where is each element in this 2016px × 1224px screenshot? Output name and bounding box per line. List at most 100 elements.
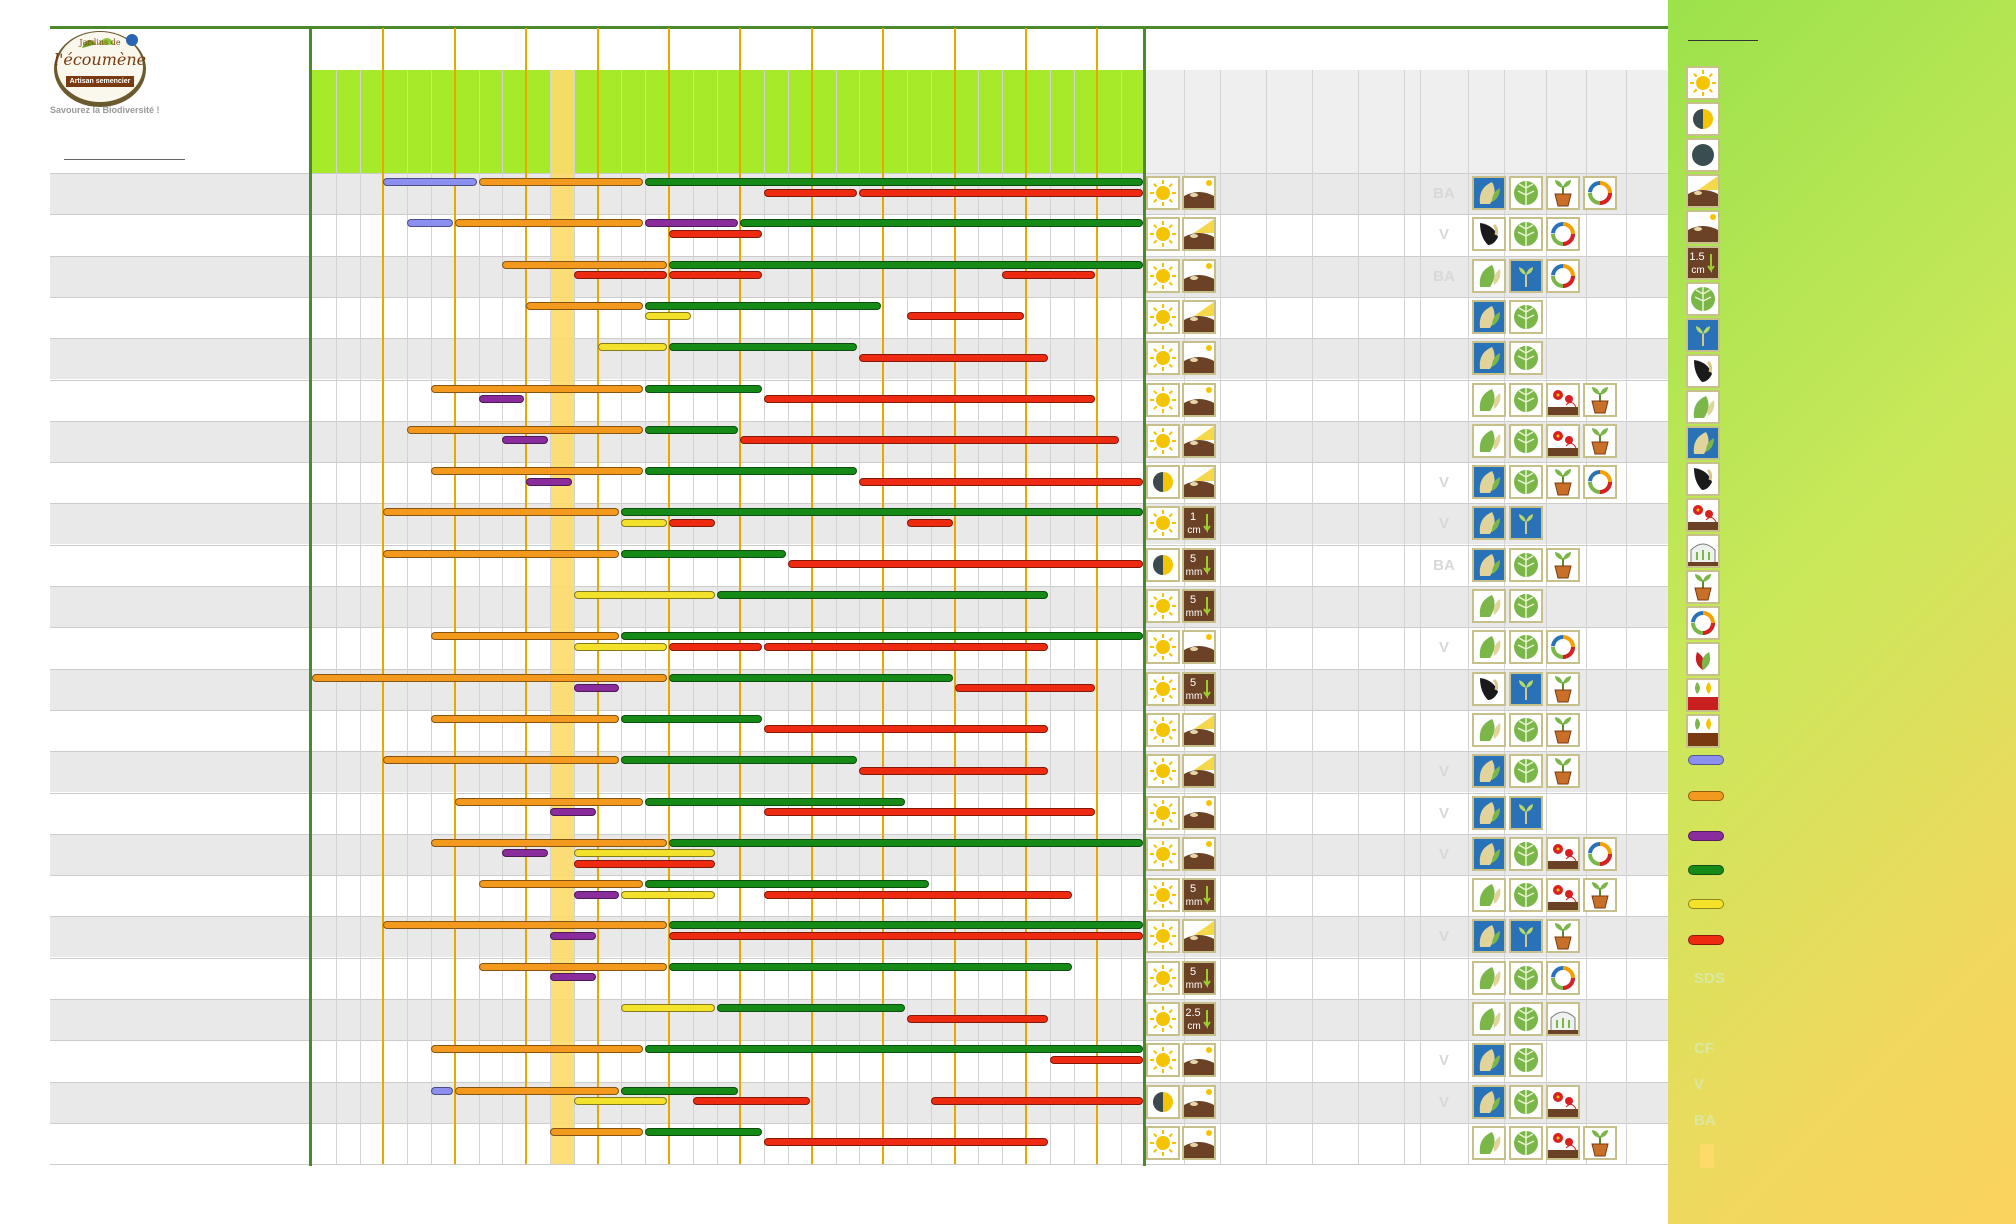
period-bar-purple	[478, 395, 525, 403]
soil-icon	[1686, 210, 1720, 244]
table-row	[50, 751, 1668, 793]
seed-green-icon	[1686, 390, 1720, 424]
sun-soil-icon	[1182, 423, 1216, 458]
row-divider	[50, 503, 1668, 505]
period-bar-red	[764, 642, 1048, 651]
month-line	[525, 28, 528, 1165]
leaf-icon	[1509, 836, 1543, 871]
seed-green-icon	[1472, 589, 1506, 623]
attr-column-line	[1220, 70, 1221, 1165]
seed-blue-icon	[1472, 465, 1506, 500]
sun-icon	[1146, 589, 1180, 623]
sun-soil-icon	[1182, 465, 1216, 500]
leaf-icon	[1686, 282, 1720, 316]
legend-swatch-green	[1688, 865, 1724, 875]
type-badge: V	[1438, 763, 1449, 781]
sun-icon	[1146, 919, 1180, 954]
period-bar-red	[669, 642, 763, 651]
depth-icon: 5 mm	[1182, 589, 1216, 623]
row-divider	[50, 1081, 1668, 1083]
grid-line	[1049, 70, 1051, 1165]
svg-text:mm: mm	[1186, 980, 1203, 991]
month-line	[453, 28, 456, 1165]
sun-icon	[1146, 712, 1180, 747]
period-bar-orange	[431, 632, 620, 641]
logo-line-3: Artisan semencier	[66, 76, 134, 87]
type-badge: V	[1438, 474, 1449, 492]
period-bar-green	[669, 673, 953, 682]
period-bar-purple	[502, 849, 548, 858]
period-bar-purple	[550, 973, 596, 982]
type-badge: V	[1438, 845, 1449, 863]
flower-icon	[1686, 498, 1720, 532]
soil-icon	[1182, 1125, 1216, 1160]
highlight-column	[551, 70, 575, 1165]
period-bar-orange	[454, 797, 644, 806]
type-badge: V	[1438, 639, 1449, 657]
sun-icon	[1146, 836, 1180, 871]
period-bar-yellow	[573, 591, 715, 599]
cycle-icon	[1546, 630, 1580, 665]
leaf-icon	[1509, 547, 1543, 582]
header-grey-band	[1146, 70, 1668, 173]
leaf-icon	[1509, 341, 1543, 376]
grid-line	[930, 70, 932, 1165]
pot-icon	[1546, 919, 1580, 954]
period-bar-green	[669, 343, 858, 352]
leaf-icon	[1509, 712, 1543, 747]
depth-icon: 2.5 cm	[1182, 1002, 1216, 1036]
period-bar-red	[764, 1138, 1048, 1147]
half-shade-icon	[1686, 102, 1720, 136]
grid-line	[573, 70, 575, 1165]
seed-blue-icon	[1472, 299, 1506, 334]
sun-icon	[1146, 878, 1180, 913]
period-bar-red	[669, 229, 763, 238]
seed-green-icon	[1472, 960, 1506, 995]
period-bar-orange	[478, 178, 644, 186]
grid-line	[431, 70, 432, 1165]
period-bar-green	[645, 880, 929, 889]
period-bar-lavender	[431, 1086, 453, 1095]
seed-black-icon	[1686, 462, 1720, 496]
sun-icon	[1146, 258, 1180, 293]
logo-line-2: l'écoumène	[53, 50, 147, 69]
svg-text:mm: mm	[1186, 691, 1203, 702]
pot-icon	[1546, 671, 1580, 706]
leaf-icon	[1509, 1043, 1543, 1078]
period-bar-red	[669, 931, 1143, 940]
sun-icon	[1146, 341, 1180, 376]
sun-icon	[1146, 960, 1180, 995]
attr-column-line	[1404, 70, 1405, 1165]
sun-icon	[1146, 1125, 1180, 1160]
period-bar-red	[930, 1097, 1143, 1106]
period-bar-green	[645, 384, 763, 393]
sun-icon	[1146, 506, 1180, 541]
cycle-icon	[1546, 217, 1580, 252]
soil-icon	[1182, 258, 1216, 293]
period-bar-orange	[431, 838, 667, 847]
period-bar-purple	[645, 219, 739, 228]
svg-text:5: 5	[1190, 594, 1196, 606]
flower-icon	[1546, 1084, 1580, 1119]
row-divider	[50, 1122, 1668, 1124]
period-bar-red	[954, 684, 1096, 693]
sun-soil-icon	[1182, 754, 1216, 789]
legend-abbr: V	[1694, 1076, 1705, 1093]
row-divider	[50, 1164, 1668, 1166]
type-badge: V	[1438, 928, 1449, 946]
period-bar-red	[573, 859, 715, 868]
period-bar-yellow	[573, 849, 715, 858]
sun-soil-icon	[1182, 919, 1216, 954]
seed-blue-icon	[1472, 176, 1506, 210]
flower-icon	[1546, 382, 1580, 417]
period-bar-purple	[502, 436, 548, 445]
sun-icon	[1146, 217, 1180, 252]
sprout-icon	[1509, 506, 1543, 541]
cycle-icon	[1546, 258, 1580, 293]
type-badge: V	[1438, 226, 1449, 244]
svg-text:cm: cm	[1187, 525, 1200, 536]
row-divider	[50, 462, 1668, 464]
legend-swatch-purple	[1688, 831, 1724, 841]
type-badge: BA	[1433, 185, 1455, 202]
legend-swatch-lavender	[1688, 755, 1724, 765]
